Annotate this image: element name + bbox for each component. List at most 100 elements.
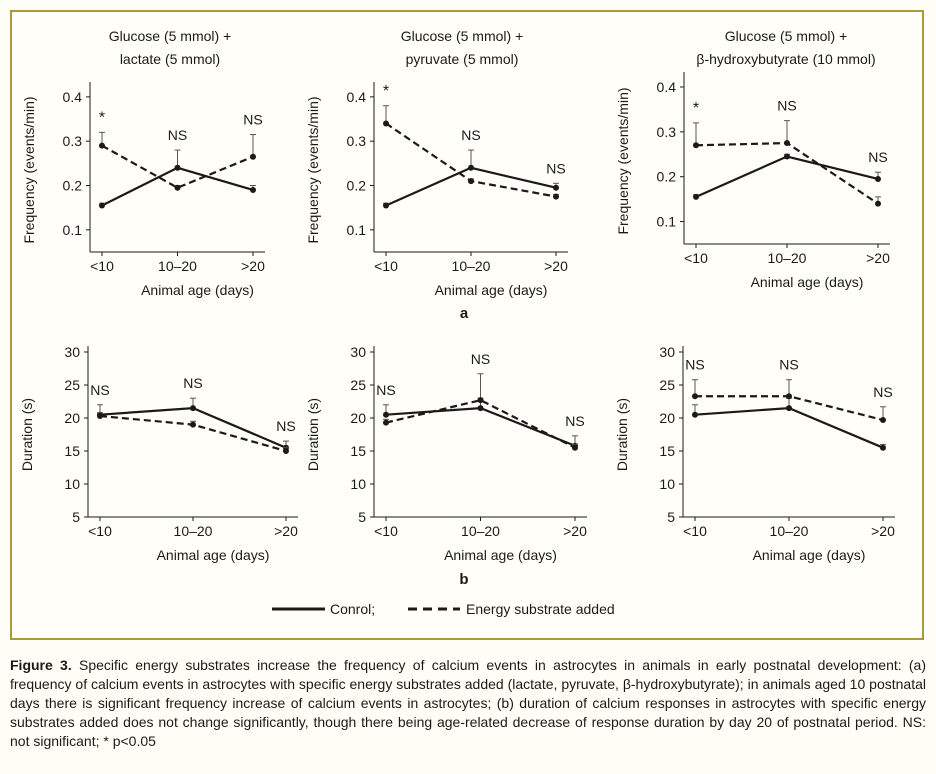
data-point-control bbox=[786, 405, 792, 412]
y-tick-label: 20 bbox=[350, 410, 366, 426]
x-tick-label: <10 bbox=[683, 523, 707, 539]
significance-label: * bbox=[383, 83, 389, 100]
data-point-substrate bbox=[250, 153, 256, 160]
y-tick-label: 0.2 bbox=[347, 178, 367, 194]
series-line-substrate bbox=[101, 144, 254, 189]
data-point-control bbox=[383, 202, 389, 209]
x-tick-label: >20 bbox=[866, 250, 890, 266]
caption-text: Specific energy substrates increase the … bbox=[10, 657, 927, 749]
panel-b-label: b bbox=[459, 571, 468, 588]
x-tick-label: 10–20 bbox=[158, 258, 197, 274]
data-point-substrate bbox=[880, 416, 886, 423]
chart-title-line: Glucose (5 mmol) + bbox=[401, 28, 524, 44]
chart-1: 0.1 0.2 0.3 0.4 <10 10–20 >20 Animal age (days)… bbox=[21, 28, 265, 298]
data-point-substrate bbox=[383, 419, 389, 426]
x-tick-label: 10–20 bbox=[461, 523, 500, 539]
x-axis-label: Animal age (days) bbox=[753, 547, 866, 563]
data-point-substrate bbox=[99, 142, 105, 149]
y-tick-label: 0.1 bbox=[657, 214, 677, 230]
x-tick-label: <10 bbox=[90, 258, 114, 274]
y-tick-label: 30 bbox=[64, 344, 80, 360]
x-tick-label: <10 bbox=[374, 523, 398, 539]
data-point-substrate bbox=[383, 120, 389, 127]
chart-2: 0.1 0.2 0.3 0.4 <10 10–20 >20 Animal age (days)… bbox=[305, 28, 568, 298]
data-point-control bbox=[477, 405, 484, 412]
data-point-substrate bbox=[174, 184, 181, 191]
significance-label: NS bbox=[873, 384, 892, 400]
y-tick-label: 5 bbox=[72, 509, 80, 525]
data-point-substrate bbox=[784, 140, 790, 147]
y-tick-label: 15 bbox=[64, 443, 80, 459]
x-tick-label: >20 bbox=[563, 523, 587, 539]
significance-label: NS bbox=[243, 112, 262, 128]
data-point-control bbox=[99, 202, 105, 209]
data-point-substrate bbox=[553, 193, 559, 200]
series-line-control bbox=[99, 406, 287, 449]
significance-label: NS bbox=[461, 127, 480, 143]
figure-caption: Figure 3. Specific energy substrates inc… bbox=[10, 656, 926, 751]
significance-label: * bbox=[693, 100, 699, 117]
panel-a-label: a bbox=[460, 305, 469, 322]
y-axis-label: Frequency (events/min) bbox=[305, 96, 321, 243]
significance-label: NS bbox=[685, 357, 704, 373]
series-line-control bbox=[694, 406, 884, 449]
series-line-control bbox=[385, 406, 576, 447]
y-tick-label: 0.2 bbox=[657, 169, 677, 185]
series-line-control bbox=[385, 166, 557, 207]
y-tick-label: 0.3 bbox=[657, 124, 677, 140]
x-axis-label: Animal age (days) bbox=[157, 547, 270, 563]
significance-label: NS bbox=[546, 160, 565, 176]
x-tick-label: <10 bbox=[374, 258, 398, 274]
y-tick-label: 30 bbox=[659, 344, 675, 360]
x-tick-label: >20 bbox=[544, 258, 568, 274]
x-tick-label: 10–20 bbox=[174, 523, 213, 539]
y-tick-label: 20 bbox=[659, 410, 675, 426]
data-point-control bbox=[174, 164, 181, 171]
x-tick-label: <10 bbox=[88, 523, 112, 539]
chart-title-line: β-hydroxybutyrate (10 mmol) bbox=[696, 51, 875, 67]
x-tick-label: 10–20 bbox=[452, 258, 491, 274]
data-point-substrate bbox=[190, 421, 196, 428]
series-line-substrate bbox=[385, 399, 576, 449]
data-point-control bbox=[692, 411, 698, 418]
legend: Conrol; Energy substrate added bbox=[272, 601, 615, 617]
y-axis-label: Duration (s) bbox=[614, 398, 630, 471]
figure-canvas: a b Conrol; Energy substrate added 0.1 0.… bbox=[19, 28, 895, 617]
chart-title-line: pyruvate (5 mmol) bbox=[406, 51, 519, 67]
significance-label: * bbox=[99, 109, 105, 126]
y-tick-label: 5 bbox=[667, 509, 675, 525]
data-point-substrate bbox=[572, 444, 578, 451]
y-tick-label: 0.3 bbox=[63, 133, 83, 149]
data-point-control bbox=[693, 193, 699, 200]
data-point-control bbox=[250, 186, 256, 193]
data-point-substrate bbox=[786, 393, 792, 400]
y-tick-label: 0.1 bbox=[63, 222, 83, 238]
y-tick-label: 0.3 bbox=[347, 133, 367, 149]
significance-label: NS bbox=[90, 382, 109, 398]
y-tick-label: 0.4 bbox=[347, 89, 367, 105]
y-tick-label: 25 bbox=[64, 377, 80, 393]
chart-title-line: Glucose (5 mmol) + bbox=[109, 28, 232, 44]
data-point-substrate bbox=[693, 142, 699, 149]
y-tick-label: 15 bbox=[350, 443, 366, 459]
y-tick-label: 0.4 bbox=[657, 79, 677, 95]
significance-label: NS bbox=[471, 351, 490, 367]
data-point-substrate bbox=[875, 200, 881, 207]
y-axis-label: Frequency (events/min) bbox=[615, 87, 631, 234]
significance-label: NS bbox=[777, 98, 796, 114]
x-tick-label: 10–20 bbox=[768, 250, 807, 266]
data-point-control bbox=[553, 184, 559, 191]
y-axis-label: Frequency (events/min) bbox=[21, 96, 37, 243]
x-tick-label: >20 bbox=[274, 523, 298, 539]
y-tick-label: 10 bbox=[659, 476, 675, 492]
data-point-substrate bbox=[97, 413, 103, 420]
x-axis-label: Animal age (days) bbox=[751, 274, 864, 290]
data-point-substrate bbox=[468, 178, 474, 185]
significance-label: NS bbox=[168, 127, 187, 143]
series-line-control bbox=[695, 155, 879, 198]
caption-label: Figure 3. bbox=[10, 657, 72, 673]
y-axis-label: Duration (s) bbox=[305, 398, 321, 471]
